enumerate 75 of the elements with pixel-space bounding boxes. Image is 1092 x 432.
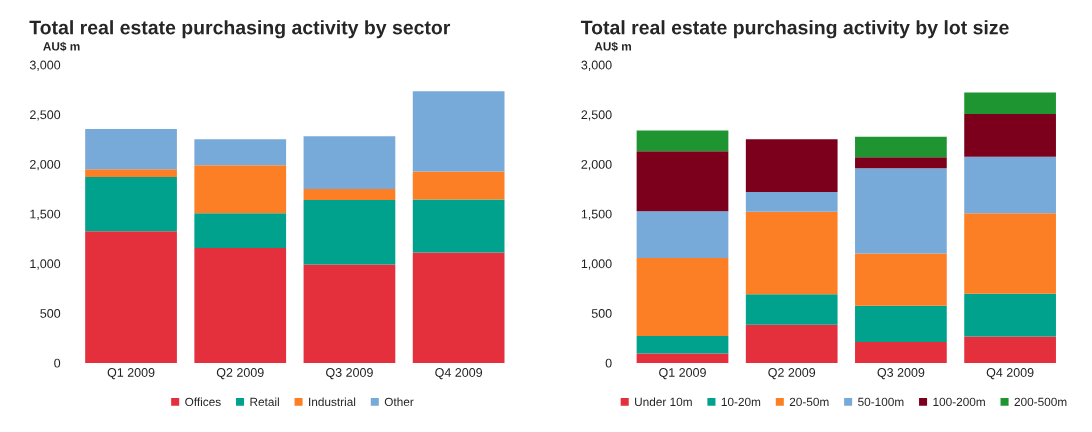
legend-label: Industrial <box>309 397 356 407</box>
y-tick-label: 1,500 <box>581 209 612 220</box>
bar <box>412 252 505 363</box>
bar <box>303 189 396 200</box>
bar <box>636 336 729 354</box>
legend-label: 20-50m <box>789 397 829 407</box>
y-tick-label: 1,000 <box>581 259 612 270</box>
bar <box>964 92 1056 114</box>
legend-label: 10-20m <box>721 397 761 407</box>
bar <box>194 139 287 166</box>
bar <box>855 168 947 254</box>
bar <box>85 231 177 363</box>
y-tick-label: 3,000 <box>581 60 612 71</box>
y-tick-label: 0 <box>605 358 612 368</box>
legend-label: Offices <box>185 397 221 407</box>
y-tick-label: 500 <box>591 309 612 318</box>
bar <box>85 169 177 178</box>
legend-label: Other <box>384 397 414 407</box>
bar <box>964 293 1056 337</box>
bar <box>194 248 287 363</box>
bar <box>303 136 396 189</box>
chart-title: Total real estate purchasing activity by sector <box>29 20 451 39</box>
y-tick-label: 2,000 <box>30 159 61 171</box>
bar <box>964 336 1056 363</box>
chart-title: Total real estate purchasing activity by lot size <box>580 20 1009 39</box>
bar <box>636 353 729 363</box>
bar <box>855 342 947 363</box>
y-tick-label: 500 <box>40 309 61 318</box>
y-tick-label: 2,000 <box>581 159 612 171</box>
y-tick-label: 1,500 <box>30 209 61 220</box>
y-tick-label: 2,500 <box>30 110 61 121</box>
y-tick-label: 3,000 <box>29 60 61 71</box>
y-tick-label: 1,000 <box>30 259 61 270</box>
legend-label: 100-200m <box>933 397 985 407</box>
bar <box>964 156 1056 214</box>
bar <box>85 177 177 232</box>
bar <box>636 151 729 212</box>
x-tick-label: Q1 2009 <box>107 368 155 380</box>
bar <box>745 139 838 192</box>
bar <box>855 253 947 306</box>
bar <box>745 294 838 325</box>
bar <box>194 165 287 214</box>
bar <box>964 113 1056 157</box>
y-tick-label: 0 <box>54 358 61 368</box>
bar <box>855 136 947 158</box>
bar <box>855 157 947 169</box>
bar <box>85 128 177 170</box>
bar <box>745 191 838 212</box>
bar <box>303 199 396 265</box>
bar <box>745 211 838 295</box>
legend-label: 200-500m <box>1014 397 1067 407</box>
x-tick-label: Q3 2009 <box>326 368 373 380</box>
x-tick-label: Q4 2009 <box>986 368 1034 380</box>
bar <box>194 213 287 249</box>
bar <box>964 213 1056 294</box>
bar <box>412 91 505 172</box>
x-tick-label: Q3 2009 <box>877 368 925 380</box>
bar <box>412 171 505 200</box>
x-tick-label: Q4 2009 <box>435 368 483 380</box>
bar <box>636 211 729 259</box>
legend-label: 50-100m <box>858 397 904 407</box>
x-tick-label: Q1 2009 <box>659 368 706 380</box>
y-axis-title: AU$ m <box>43 41 80 52</box>
bar <box>636 130 729 152</box>
bar <box>303 264 396 363</box>
legend-label: Under 10m <box>635 397 692 407</box>
bar <box>412 199 505 253</box>
bar <box>745 324 838 363</box>
y-axis-title: AU$ m <box>594 41 631 52</box>
bar <box>636 258 729 337</box>
y-tick-label: 2,500 <box>581 110 612 121</box>
x-tick-label: Q2 2009 <box>216 368 264 380</box>
legend-label: Retail <box>250 397 279 407</box>
bar <box>855 305 947 343</box>
x-tick-label: Q2 2009 <box>768 368 816 380</box>
